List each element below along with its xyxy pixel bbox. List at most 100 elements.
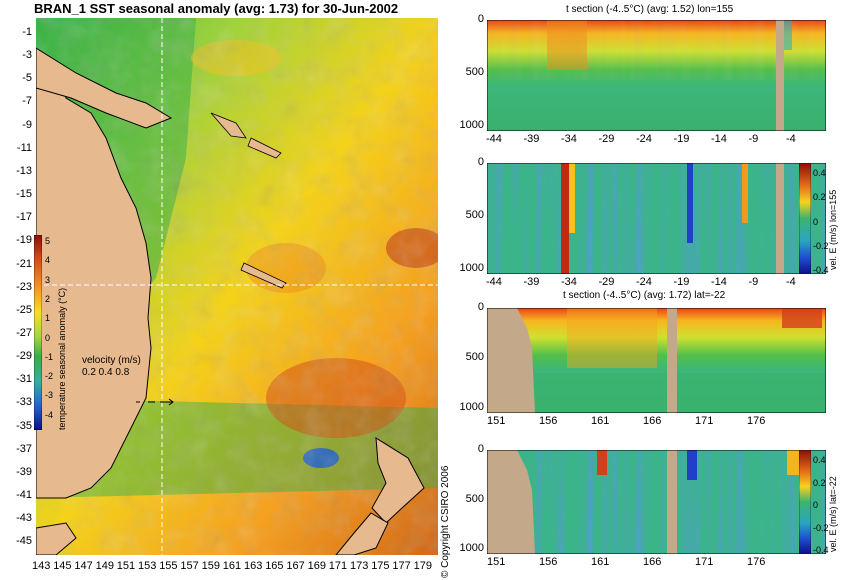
panel-lat-temp (487, 308, 826, 413)
map-x-tick-label: 167 (286, 560, 305, 572)
panel-x-tick-label: -4 (786, 133, 796, 145)
map-y-tick-label: -5 (22, 72, 32, 85)
map-y-tick-label: -7 (22, 95, 32, 108)
map-colorbar-tick: 3 (45, 274, 51, 285)
map-x-tick-label: 157 (180, 560, 199, 572)
map-x-tick-label: 173 (350, 560, 369, 572)
vel-colorbar-tick: 0 (813, 216, 819, 227)
panel-y-tick-label: 0 (477, 156, 484, 168)
map-x-tick-label: 161 (222, 560, 242, 572)
panel-x-tick-label: 161 (591, 415, 610, 427)
map-y-tick-label: -25 (16, 303, 32, 316)
panel-y-tick-label: 1000 (459, 261, 484, 274)
panel-lat-vel (487, 450, 826, 554)
map-colorbar-tick: -2 (45, 371, 54, 382)
panel-x-tick-label: -24 (636, 276, 652, 288)
panel-x-tick-label: -9 (748, 276, 759, 288)
map-x-tick-label: 159 (201, 560, 220, 572)
map-x-tick-label: 175 (371, 560, 390, 572)
panel-lat-temp-title: t section (-4..5°C) (avg: 1.72) lat=-22 (563, 290, 726, 301)
lat-vel-colorbar-label: vel. E (m/s) lat=-22 (828, 476, 838, 552)
australia-landmass (36, 52, 152, 499)
map-x-tick-label: 153 (138, 560, 157, 572)
panel-x-tick-label: 151 (487, 556, 506, 568)
lon-vel-colorbar-label: vel. E (m/s) lon=155 (828, 189, 838, 270)
map-y-tick-label: -11 (16, 141, 32, 154)
map-colorbar-tick: -1 (45, 351, 54, 362)
panel-x-tick-label: 156 (539, 415, 558, 427)
map-x-tick-label: 179 (413, 560, 432, 572)
map-y-tick-label: -35 (16, 419, 32, 432)
map-x-tick-label: 147 (74, 560, 93, 572)
map-y-tick-label: -23 (16, 280, 32, 293)
panel-x-tick-label: 161 (591, 556, 610, 568)
velocity-legend-values: 0.2 0.4 0.8 (82, 367, 130, 378)
vel-colorbar-tick: 0 (813, 500, 819, 510)
new-zealand-south-island (335, 512, 389, 555)
panel-x-tick-label: 166 (643, 556, 662, 568)
map-x-tick-label: 169 (307, 560, 326, 572)
panel-x-tick-label: 171 (695, 415, 714, 427)
panel-x-tick-label: -14 (711, 276, 727, 288)
map-x-tick-label: 163 (244, 560, 263, 572)
map-x-tick-label: 165 (265, 560, 284, 572)
map-y-tick-label: -33 (16, 396, 32, 409)
map-y-tick-label: -15 (16, 188, 32, 201)
panel-x-tick-label: -34 (561, 276, 577, 288)
panel-y-tick-label: 500 (465, 208, 484, 221)
panel-lon-temp-title: t section (-4..5°C) (avg: 1.52) lon=155 (566, 4, 734, 15)
map-x-tick-label: 145 (53, 560, 72, 572)
vel-colorbar-tick: 0.4 (813, 455, 826, 465)
panel-x-tick-label: -4 (786, 276, 796, 288)
map-x-tick-label: 177 (392, 560, 411, 572)
panel-x-tick-label: -9 (748, 133, 759, 145)
panel-x-tick-label: -29 (598, 133, 615, 145)
sst-anomaly-map (36, 18, 438, 555)
vel-colorbar-tick: -0.2 (813, 522, 829, 533)
vel-colorbar-tick: 0.2 (813, 477, 826, 488)
map-colorbar-tick: 2 (45, 293, 51, 304)
map-x-tick-label: 143 (32, 560, 51, 572)
map-y-tick-label: -13 (16, 164, 32, 177)
map-y-tick-label: -41 (16, 489, 32, 501)
new-guinea-landmass (36, 47, 173, 129)
vel-colorbar-tick: 0.2 (813, 192, 826, 203)
map-colorbar (34, 235, 42, 430)
panel-x-tick-label: -19 (673, 133, 690, 145)
map-colorbar-tick: 4 (45, 255, 51, 266)
panel-x-tick-label: -39 (523, 133, 540, 145)
lat-vel-colorbar (799, 450, 811, 554)
panel-y-tick-label: 0 (477, 443, 484, 455)
vel-colorbar-tick: -0.4 (813, 265, 829, 275)
panel-y-tick-label: 0 (477, 13, 484, 25)
map-colorbar-tick: 1 (45, 313, 51, 324)
copyright-text: © Copyright CSIRO 2006 (440, 465, 451, 578)
velocity-legend-label: velocity (m/s) (82, 355, 141, 366)
map-y-tick-label: -17 (16, 211, 32, 224)
map-y-tick-label: -37 (16, 442, 32, 455)
map-y-tick-label: -45 (16, 535, 32, 548)
map-colorbar-tick: -4 (45, 409, 54, 420)
map-x-tick-label: 155 (159, 560, 178, 572)
map-y-tick-label: -27 (16, 326, 32, 339)
map-title: BRAN_1 SST seasonal anomaly (avg: 1.73) … (34, 1, 399, 16)
map-y-tick-label: -9 (22, 118, 32, 131)
panel-y-tick-label: 500 (465, 492, 484, 505)
map-y-tick-label: -31 (16, 373, 32, 386)
map-colorbar-tick: -3 (45, 390, 54, 401)
panel-y-tick-label: 500 (465, 65, 484, 78)
panel-x-tick-label: -24 (636, 133, 652, 145)
panel-x-tick-label: 166 (643, 415, 662, 427)
panel-x-tick-label: -44 (486, 276, 502, 288)
map-y-tick-label: -43 (16, 512, 32, 525)
map-x-tick-label: 151 (116, 560, 136, 572)
panel-x-tick-label: -14 (711, 133, 727, 145)
vel-colorbar-tick: -0.4 (813, 545, 829, 555)
panel-x-tick-label: 171 (695, 556, 714, 568)
panel-x-tick-label: -39 (523, 276, 540, 288)
lon-vel-colorbar (799, 163, 811, 274)
panel-x-tick-label: 176 (747, 415, 766, 427)
panel-x-tick-label: 151 (487, 415, 506, 427)
new-caledonia-landmass (240, 262, 287, 289)
panel-x-tick-label: -34 (561, 133, 577, 145)
